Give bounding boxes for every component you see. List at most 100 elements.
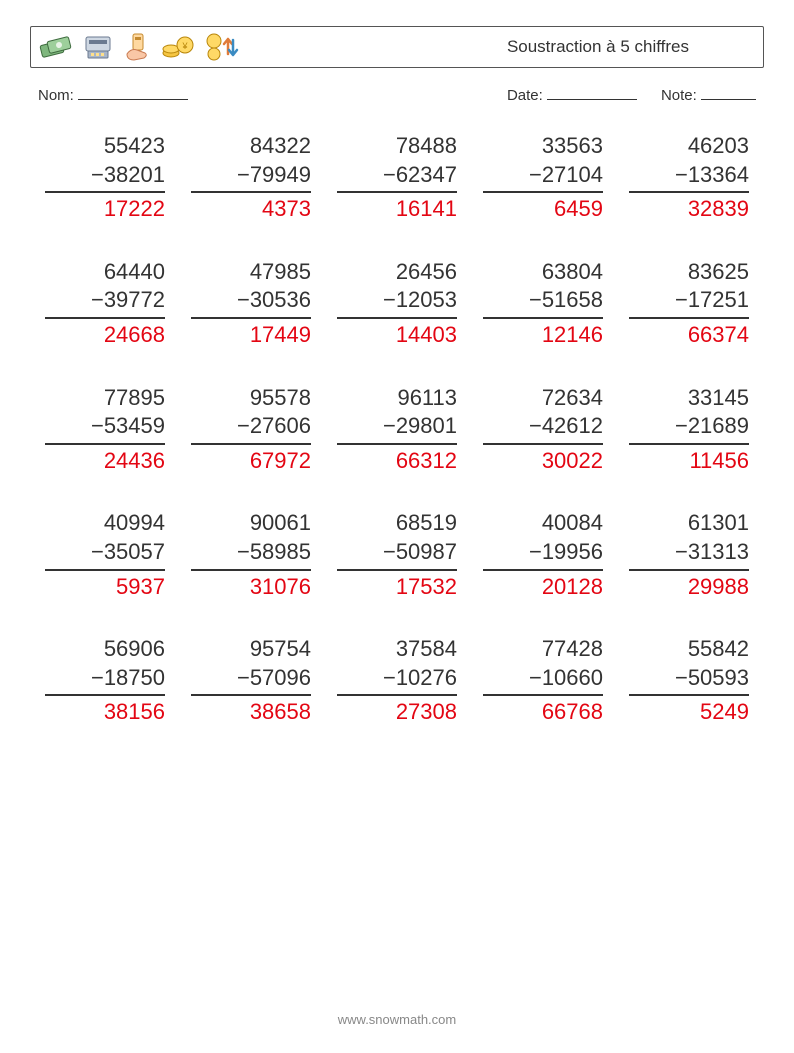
problem: 33145−2168911456 bbox=[629, 384, 749, 476]
problem: 40994−350575937 bbox=[45, 509, 165, 601]
subtrahend: −79949 bbox=[191, 161, 311, 194]
subtrahend: −13364 bbox=[629, 161, 749, 194]
subtrahend: −27606 bbox=[191, 412, 311, 445]
problem: 64440−3977224668 bbox=[45, 258, 165, 350]
minuend: 96113 bbox=[397, 384, 457, 413]
answer: 38658 bbox=[250, 696, 311, 727]
meta-left: Nom: bbox=[38, 86, 188, 104]
date-label: Date: bbox=[507, 87, 543, 104]
answer: 66768 bbox=[542, 696, 603, 727]
answer: 5937 bbox=[116, 571, 165, 602]
cash-stack-icon bbox=[39, 33, 73, 61]
problem: 96113−2980166312 bbox=[337, 384, 457, 476]
problem: 78488−6234716141 bbox=[337, 132, 457, 224]
minuend: 40084 bbox=[542, 509, 603, 538]
answer: 38156 bbox=[104, 696, 165, 727]
answer: 27308 bbox=[396, 696, 457, 727]
problem: 37584−1027627308 bbox=[337, 635, 457, 727]
grade-blank[interactable] bbox=[701, 86, 756, 100]
subtrahend: −58985 bbox=[191, 538, 311, 571]
answer: 14403 bbox=[396, 319, 457, 350]
meta-right: Date: Note: bbox=[507, 86, 756, 104]
name-blank[interactable] bbox=[78, 86, 188, 100]
problem: 40084−1995620128 bbox=[483, 509, 603, 601]
minuend: 55842 bbox=[688, 635, 749, 664]
problem: 77895−5345924436 bbox=[45, 384, 165, 476]
grade-label: Note: bbox=[661, 87, 697, 104]
problem: 83625−1725166374 bbox=[629, 258, 749, 350]
date-blank[interactable] bbox=[547, 86, 637, 100]
minuend: 61301 bbox=[688, 509, 749, 538]
answer: 24436 bbox=[104, 445, 165, 476]
money-arrows-icon bbox=[205, 32, 239, 62]
problem: 47985−3053617449 bbox=[191, 258, 311, 350]
subtrahend: −30536 bbox=[191, 286, 311, 319]
problem: 61301−3131329988 bbox=[629, 509, 749, 601]
problem: 33563−271046459 bbox=[483, 132, 603, 224]
problems-grid: 55423−3820117222 84322−799494373 78488−623… bbox=[30, 132, 764, 727]
subtrahend: −57096 bbox=[191, 664, 311, 697]
subtrahend: −31313 bbox=[629, 538, 749, 571]
minuend: 77895 bbox=[104, 384, 165, 413]
hand-card-icon bbox=[123, 32, 151, 62]
icon-strip: ¥ bbox=[39, 32, 239, 62]
subtrahend: −17251 bbox=[629, 286, 749, 319]
answer: 31076 bbox=[250, 571, 311, 602]
problem: 55423−3820117222 bbox=[45, 132, 165, 224]
subtrahend: −21689 bbox=[629, 412, 749, 445]
minuend: 26456 bbox=[396, 258, 457, 287]
problem: 26456−1205314403 bbox=[337, 258, 457, 350]
minuend: 84322 bbox=[250, 132, 311, 161]
answer: 66312 bbox=[396, 445, 457, 476]
answer: 24668 bbox=[104, 319, 165, 350]
minuend: 63804 bbox=[542, 258, 603, 287]
subtrahend: −19956 bbox=[483, 538, 603, 571]
answer: 11456 bbox=[689, 445, 749, 476]
answer: 4373 bbox=[262, 193, 311, 224]
answer: 66374 bbox=[688, 319, 749, 350]
problem: 72634−4261230022 bbox=[483, 384, 603, 476]
problem: 56906−1875038156 bbox=[45, 635, 165, 727]
minuend: 40994 bbox=[104, 509, 165, 538]
svg-text:¥: ¥ bbox=[181, 41, 188, 51]
subtrahend: −42612 bbox=[483, 412, 603, 445]
minuend: 47985 bbox=[250, 258, 311, 287]
meta-row: Nom: Date: Note: bbox=[38, 86, 756, 104]
problem: 63804−5165812146 bbox=[483, 258, 603, 350]
answer: 30022 bbox=[542, 445, 603, 476]
minuend: 95754 bbox=[250, 635, 311, 664]
answer: 5249 bbox=[700, 696, 749, 727]
answer: 17449 bbox=[250, 319, 311, 350]
minuend: 77428 bbox=[542, 635, 603, 664]
name-label: Nom: bbox=[38, 87, 74, 104]
answer: 32839 bbox=[688, 193, 749, 224]
worksheet-title: Soustraction à 5 chiffres bbox=[507, 37, 749, 57]
coin-stack-icon: ¥ bbox=[161, 33, 195, 61]
problem: 77428−1066066768 bbox=[483, 635, 603, 727]
subtrahend: −38201 bbox=[45, 161, 165, 194]
minuend: 68519 bbox=[396, 509, 457, 538]
problem: 95578−2760667972 bbox=[191, 384, 311, 476]
subtrahend: −12053 bbox=[337, 286, 457, 319]
subtrahend: −62347 bbox=[337, 161, 457, 194]
problem: 68519−5098717532 bbox=[337, 509, 457, 601]
card-reader-icon bbox=[83, 33, 113, 61]
subtrahend: −50987 bbox=[337, 538, 457, 571]
minuend: 83625 bbox=[688, 258, 749, 287]
minuend: 78488 bbox=[396, 132, 457, 161]
problem: 46203−1336432839 bbox=[629, 132, 749, 224]
problem: 90061−5898531076 bbox=[191, 509, 311, 601]
problem: 55842−505935249 bbox=[629, 635, 749, 727]
subtrahend: −18750 bbox=[45, 664, 165, 697]
subtrahend: −50593 bbox=[629, 664, 749, 697]
minuend: 46203 bbox=[688, 132, 749, 161]
grade-field: Note: bbox=[661, 86, 756, 104]
minuend: 37584 bbox=[396, 635, 457, 664]
subtrahend: −29801 bbox=[337, 412, 457, 445]
header-box: ¥ Soustraction à 5 chiffres bbox=[30, 26, 764, 68]
minuend: 90061 bbox=[250, 509, 311, 538]
minuend: 33145 bbox=[688, 384, 749, 413]
worksheet-page: ¥ Soustraction à 5 chiffres Nom: bbox=[0, 0, 794, 1053]
minuend: 72634 bbox=[542, 384, 603, 413]
minuend: 95578 bbox=[250, 384, 311, 413]
